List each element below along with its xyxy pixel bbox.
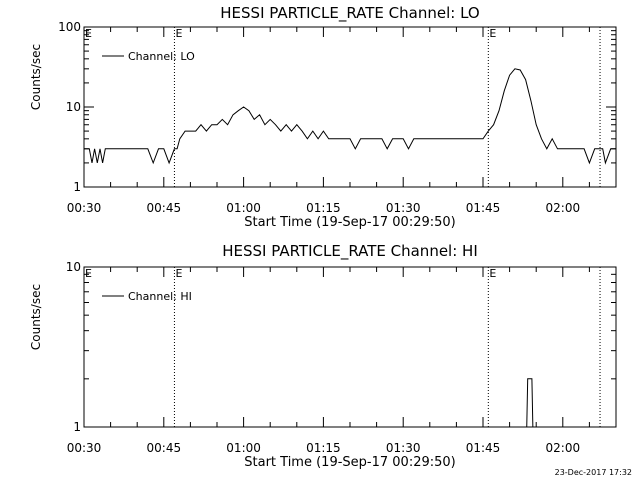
event-label: E <box>175 267 182 280</box>
legend-label: Channel: LO <box>128 50 195 63</box>
x-tick-label: 00:30 <box>67 441 102 455</box>
y-tick-label: 1 <box>73 180 81 194</box>
legend-label: Channel: HI <box>128 290 192 303</box>
x-tick-label: 01:00 <box>226 201 261 215</box>
plot-timestamp: 23-Dec-2017 17:32 <box>554 468 632 477</box>
x-tick-label: 01:00 <box>226 441 261 455</box>
series-line-1 <box>526 378 534 427</box>
x-tick-label: 01:30 <box>386 441 421 455</box>
x-axis-label: Start Time (19-Sep-17 00:29:50) <box>244 455 455 470</box>
x-tick-label: 00:45 <box>147 441 182 455</box>
event-label: E <box>85 267 92 280</box>
y-axis-label: Counts/sec <box>29 284 43 350</box>
x-tick-label: 01:45 <box>466 441 501 455</box>
x-tick-label: 00:45 <box>147 201 182 215</box>
x-tick-label: 01:45 <box>466 201 501 215</box>
y-tick-label: 100 <box>58 20 81 34</box>
event-label: E <box>85 27 92 40</box>
y-axis-label: Counts/sec <box>29 44 43 110</box>
event-label: E <box>175 27 182 40</box>
x-tick-label: 01:30 <box>386 201 421 215</box>
y-tick-label: 10 <box>66 260 81 274</box>
event-label: E <box>489 267 496 280</box>
chart-title: HESSI PARTICLE_RATE Channel: HI <box>222 242 478 261</box>
x-tick-label: 02:00 <box>546 441 581 455</box>
y-tick-label: 1 <box>73 420 81 434</box>
chart-panel-1: HESSI PARTICLE_RATE Channel: LO E E E 00:30 0… <box>29 4 617 230</box>
x-tick-label: 01:15 <box>306 441 341 455</box>
y-tick-label: 10 <box>66 100 81 114</box>
x-axis-label: Start Time (19-Sep-17 00:29:50) <box>244 215 455 230</box>
x-tick-label: 01:15 <box>306 201 341 215</box>
event-label: E <box>489 27 496 40</box>
series-line-1 <box>84 68 616 165</box>
chart-title: HESSI PARTICLE_RATE Channel: LO <box>220 4 479 23</box>
x-tick-label: 02:00 <box>546 201 581 215</box>
x-tick-label: 00:30 <box>67 201 102 215</box>
chart-panel-2: HESSI PARTICLE_RATE Channel: HI E E E 00:30 0… <box>29 242 617 470</box>
